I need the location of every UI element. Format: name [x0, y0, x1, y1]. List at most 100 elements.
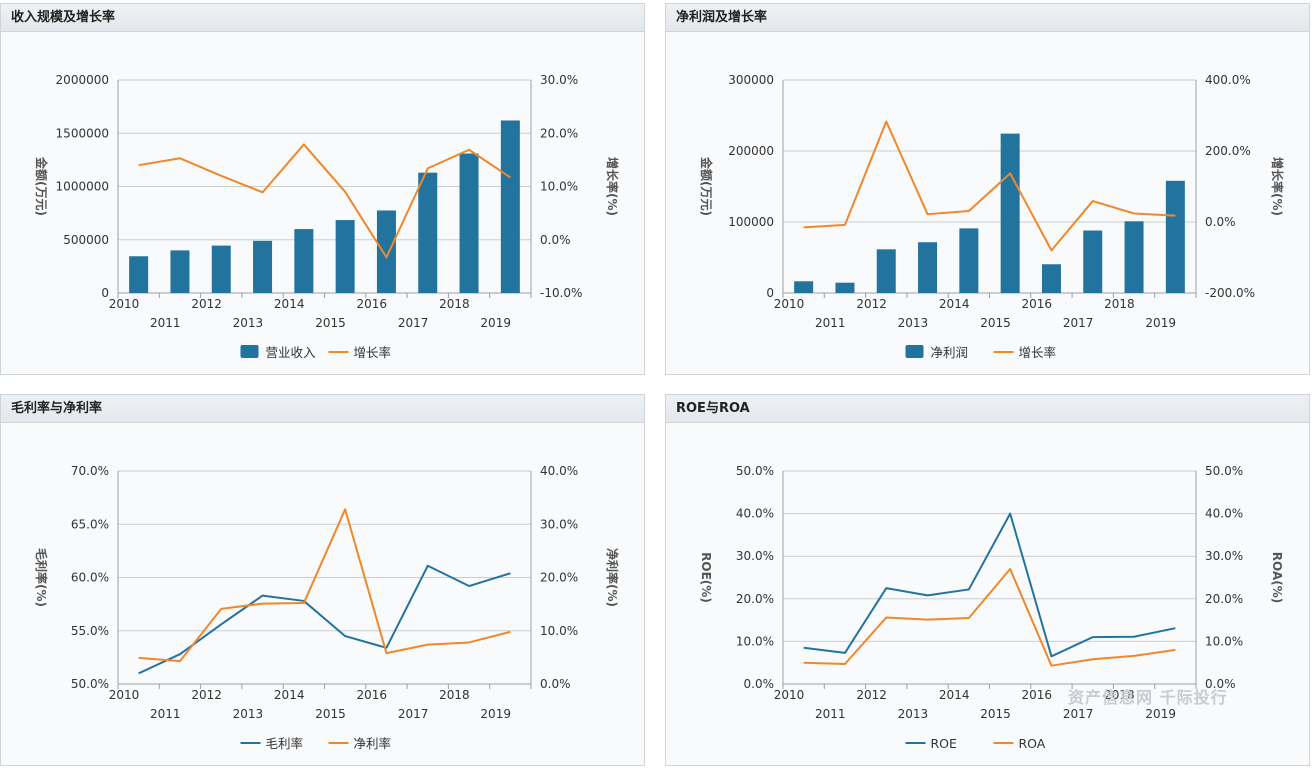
bar — [1000, 133, 1020, 293]
legend-swatch — [905, 345, 924, 358]
legend-label: ROE — [931, 736, 958, 751]
x-tick-label: 2016 — [1022, 688, 1053, 702]
x-tick-label: 2010 — [774, 297, 805, 311]
x-tick-label: 2013 — [233, 316, 264, 330]
y-tick-label: 10.0% — [736, 634, 774, 648]
x-tick-label: 2011 — [150, 707, 181, 721]
x-tick-label: 2019 — [1145, 707, 1176, 721]
y2-tick-label: -10.0% — [540, 286, 582, 300]
y-tick-label: 60.0% — [71, 571, 109, 585]
y-tick-label: 0 — [766, 286, 774, 300]
y2-axis-title: ROA(%) — [1270, 552, 1284, 603]
bar — [835, 282, 855, 293]
bar — [1124, 221, 1144, 293]
bar — [294, 229, 314, 293]
series-line — [138, 564, 511, 675]
panel-revenue: 收入规模及增长率 0 500000 1000000 1500000 2000000 -10… — [0, 3, 645, 375]
bar — [170, 250, 190, 293]
x-tick-label: 2017 — [1063, 316, 1094, 330]
legend-swatch — [240, 345, 259, 358]
y-tick-label: 1500000 — [56, 126, 109, 140]
margins-chart: 50.0% 55.0% 60.0% 65.0% 70.0% 0.0% 10.0% 20.0% 3… — [34, 464, 620, 751]
x-tick-label: 2010 — [774, 688, 805, 702]
x-tick-label: 2018 — [1104, 688, 1135, 702]
x-tick-label: 2013 — [898, 316, 929, 330]
y-tick-label: 2000000 — [56, 73, 109, 87]
y2-tick-label: 50.0% — [1205, 464, 1243, 478]
y-tick-label: 50.0% — [71, 677, 109, 691]
legend-label: ROA — [1019, 736, 1046, 751]
x-tick-label: 2019 — [480, 316, 511, 330]
panel-title: ROE与ROA — [666, 395, 1309, 423]
x-tick-label: 2017 — [398, 316, 429, 330]
y-tick-label: 200000 — [728, 144, 774, 158]
y2-tick-label: 10.0% — [540, 180, 578, 194]
net-profit-chart: 0 100000 200000 300000 -200.0% 0.0% 200.0% 400.… — [699, 73, 1285, 360]
revenue-chart: 0 500000 1000000 1500000 2000000 -10.0% 0.0% 10… — [34, 73, 620, 360]
y2-tick-label: -200.0% — [1205, 286, 1255, 300]
x-tick-label: 2014 — [274, 688, 305, 702]
x-tick-label: 2016 — [357, 297, 388, 311]
x-tick-label: 2012 — [191, 297, 222, 311]
bar — [459, 153, 479, 293]
panel-title: 净利润及增长率 — [666, 4, 1309, 32]
legend-label: 净利率 — [354, 736, 392, 751]
x-tick-label: 2011 — [815, 316, 846, 330]
x-tick-label: 2011 — [815, 707, 846, 721]
y2-tick-label: 30.0% — [1205, 549, 1243, 563]
bar — [1083, 230, 1103, 293]
x-tick-label: 2018 — [439, 297, 470, 311]
series-line — [803, 567, 1176, 667]
x-tick-label: 2011 — [150, 316, 181, 330]
y-tick-label: 20.0% — [736, 592, 774, 606]
series-line — [803, 512, 1176, 658]
y-axis-title: ROE(%) — [699, 552, 713, 603]
y2-tick-label: 20.0% — [540, 126, 578, 140]
x-tick-label: 2018 — [1104, 297, 1135, 311]
x-tick-label: 2016 — [357, 688, 388, 702]
y-tick-label: 50.0% — [736, 464, 774, 478]
bar — [794, 281, 814, 293]
x-tick-label: 2017 — [1063, 707, 1094, 721]
x-tick-label: 2013 — [898, 707, 929, 721]
bar — [918, 242, 938, 293]
panel-roe-roa: ROE与ROA 0.0% 10.0% 20.0% 30.0% 40.0% 50.0% 0.0… — [665, 394, 1310, 766]
panel-title: 收入规模及增长率 — [1, 4, 644, 32]
x-tick-label: 2012 — [856, 297, 887, 311]
x-tick-label: 2014 — [939, 297, 970, 311]
x-tick-label: 2015 — [980, 707, 1011, 721]
x-tick-label: 2017 — [398, 707, 429, 721]
y-axis-title: 金额(万元) — [34, 156, 49, 216]
y2-tick-label: 10.0% — [540, 624, 578, 638]
y2-tick-label: 0.0% — [1205, 677, 1236, 691]
y2-tick-label: 20.0% — [540, 571, 578, 585]
x-tick-label: 2018 — [439, 688, 470, 702]
y-axis-title: 金额(万元) — [699, 156, 714, 216]
y-tick-label: 1000000 — [56, 180, 109, 194]
legend-label: 营业收入 — [266, 345, 317, 360]
x-tick-label: 2012 — [191, 688, 222, 702]
bar — [211, 245, 231, 293]
x-tick-label: 2010 — [109, 688, 140, 702]
x-tick-label: 2015 — [980, 316, 1011, 330]
panel-margins: 毛利率与净利率 50.0% 55.0% 60.0% 65.0% 70.0% 0.0% 10.… — [0, 394, 645, 766]
legend-label: 增长率 — [1019, 345, 1057, 360]
y2-tick-label: 0.0% — [1205, 215, 1236, 229]
bar — [335, 220, 355, 293]
roe-roa-chart: 0.0% 10.0% 20.0% 30.0% 40.0% 50.0% 0.0% 10.0% 20… — [699, 464, 1284, 751]
x-tick-label: 2014 — [939, 688, 970, 702]
y2-tick-label: 40.0% — [1205, 507, 1243, 521]
y-tick-label: 70.0% — [71, 464, 109, 478]
panel-net-profit: 净利润及增长率 0 100000 200000 300000 -200.0% 0.0% 20… — [665, 3, 1310, 375]
x-tick-label: 2012 — [856, 688, 887, 702]
panel-title: 毛利率与净利率 — [1, 395, 644, 423]
y2-tick-label: 0.0% — [540, 677, 571, 691]
y-tick-label: 65.0% — [71, 517, 109, 531]
bar — [129, 256, 149, 293]
y-tick-label: 100000 — [728, 215, 774, 229]
y2-axis-title: 增长率(%) — [1270, 157, 1285, 216]
y-tick-label: 55.0% — [71, 624, 109, 638]
bar — [376, 210, 396, 293]
y-tick-label: 0 — [101, 286, 109, 300]
bar — [500, 120, 520, 293]
